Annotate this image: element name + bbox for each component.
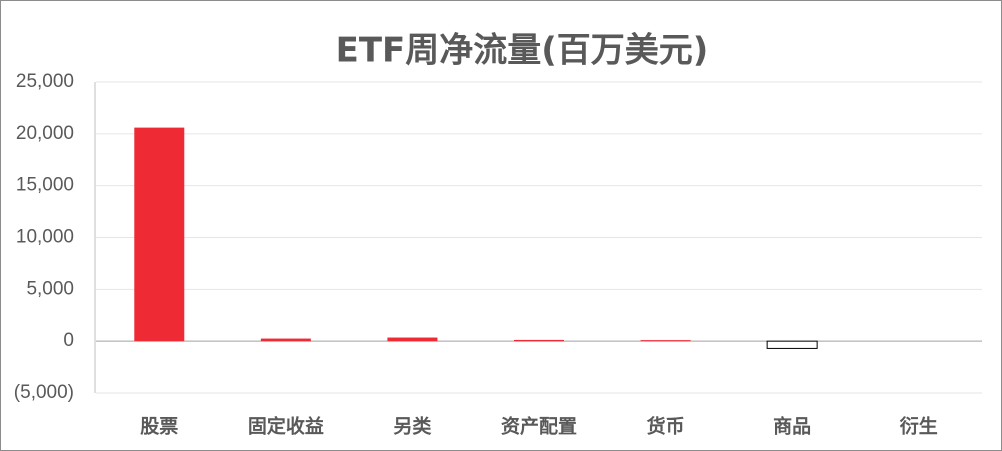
x-tick-label: 股票 [140, 416, 178, 438]
x-tick-label: 货币 [647, 415, 685, 438]
y-tick-label: (5,000) [14, 382, 74, 403]
bar [134, 127, 185, 342]
bar [640, 340, 691, 342]
x-tick-label: 衍生 [899, 415, 938, 438]
y-tick-label: 5,000 [26, 278, 74, 299]
bar [514, 339, 564, 342]
bar [260, 338, 311, 342]
y-tick-label: 15,000 [16, 175, 74, 196]
x-tick-label: 另类 [393, 415, 431, 438]
y-tick-label: 25,000 [16, 71, 74, 92]
x-tick-label: 商品 [773, 415, 811, 438]
chart-title: ETF周净流量(百万美元) [336, 31, 709, 71]
y-tick-label: 10,000 [16, 227, 74, 248]
y-tick-label: 0 [63, 330, 74, 351]
x-tick-label: 固定收益 [248, 415, 324, 438]
y-tick-label: 20,000 [16, 123, 74, 144]
bar [387, 337, 438, 342]
bar [766, 340, 818, 349]
x-tick-label: 资产配置 [501, 415, 577, 438]
